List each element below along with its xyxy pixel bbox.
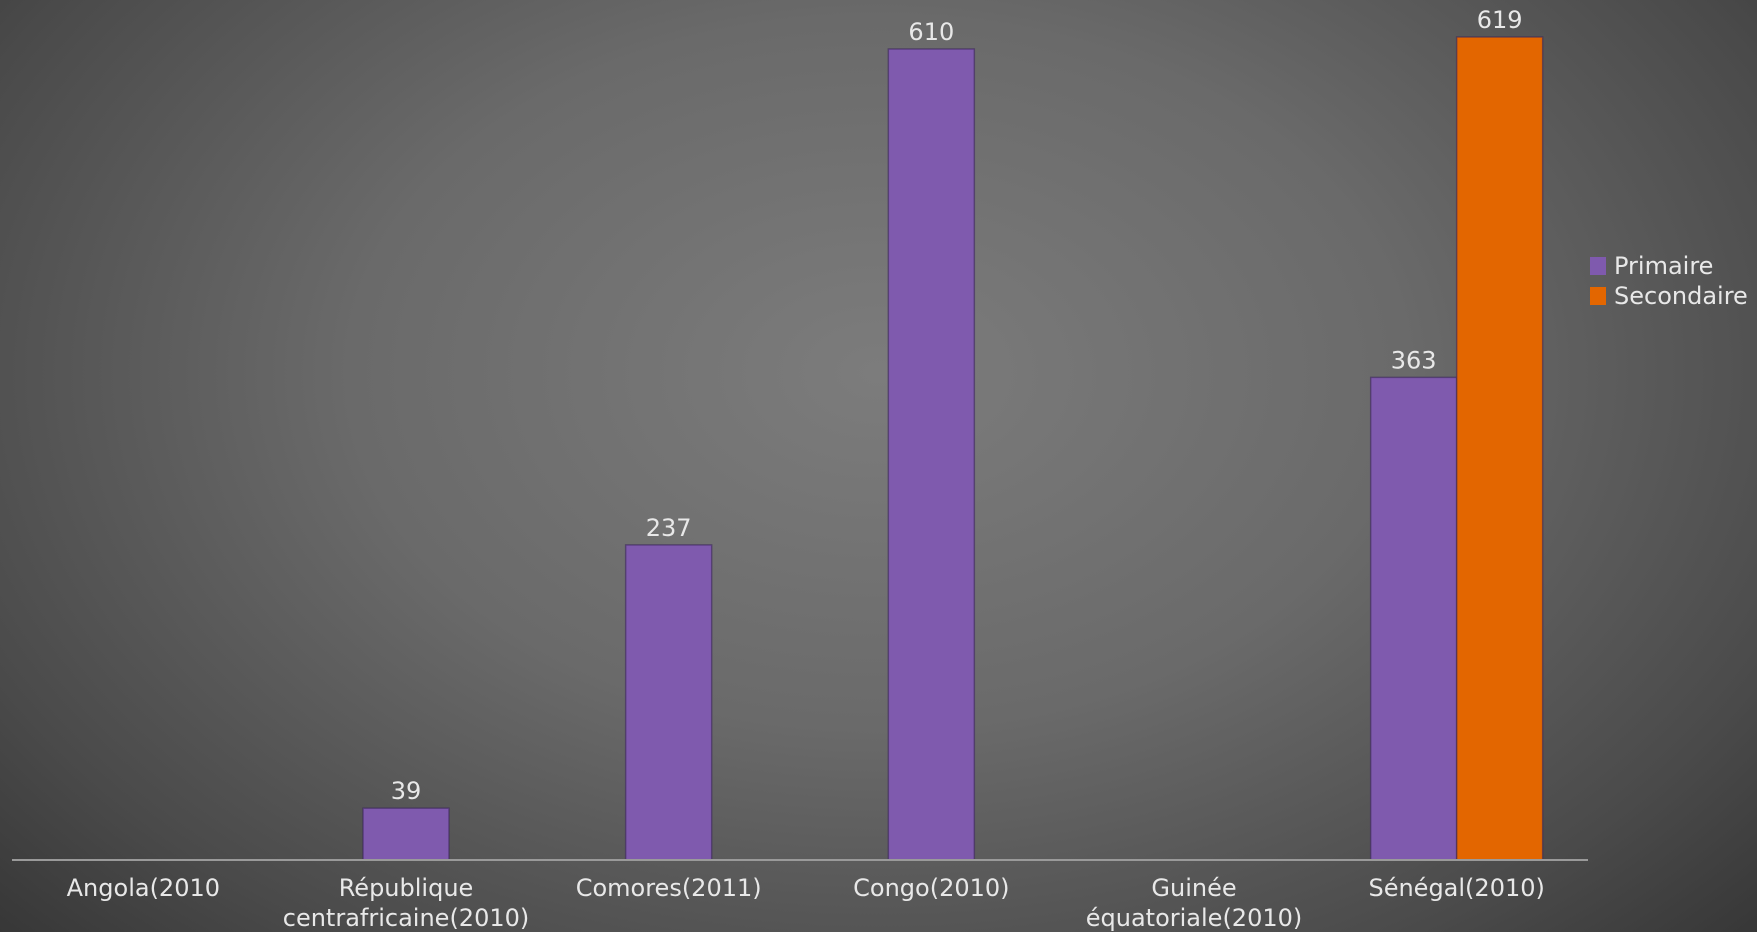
legend-swatch-secondaire bbox=[1590, 287, 1606, 305]
data-label-primaire-3: 610 bbox=[908, 18, 954, 46]
data-label-primaire-5: 363 bbox=[1391, 346, 1437, 374]
bar-primaire-2 bbox=[624, 544, 713, 861]
data-label-primaire-2: 237 bbox=[646, 514, 692, 542]
x-tick-label-3: Congo(2010) bbox=[853, 874, 1009, 902]
legend-label-primaire: Primaire bbox=[1614, 252, 1713, 280]
bar-primaire-3 bbox=[887, 48, 976, 861]
x-tick-label-4: Guinée équatoriale(2010) bbox=[1086, 874, 1303, 932]
x-tick-label-1: République centrafricaine(2010) bbox=[283, 874, 530, 932]
bar-secondaire-5 bbox=[1455, 36, 1544, 861]
bar-primaire-1 bbox=[362, 807, 450, 861]
bar-primaire-5 bbox=[1369, 376, 1458, 861]
legend-swatch-primaire bbox=[1590, 257, 1606, 275]
x-tick-label-0: Angola(2010 bbox=[67, 874, 220, 902]
legend-label-secondaire: Secondaire bbox=[1614, 282, 1748, 310]
data-label-primaire-1: 39 bbox=[391, 777, 422, 805]
data-label-secondaire-5: 619 bbox=[1477, 6, 1523, 34]
x-tick-label-5: Sénégal(2010) bbox=[1368, 874, 1544, 902]
x-tick-label-2: Comores(2011) bbox=[576, 874, 762, 902]
